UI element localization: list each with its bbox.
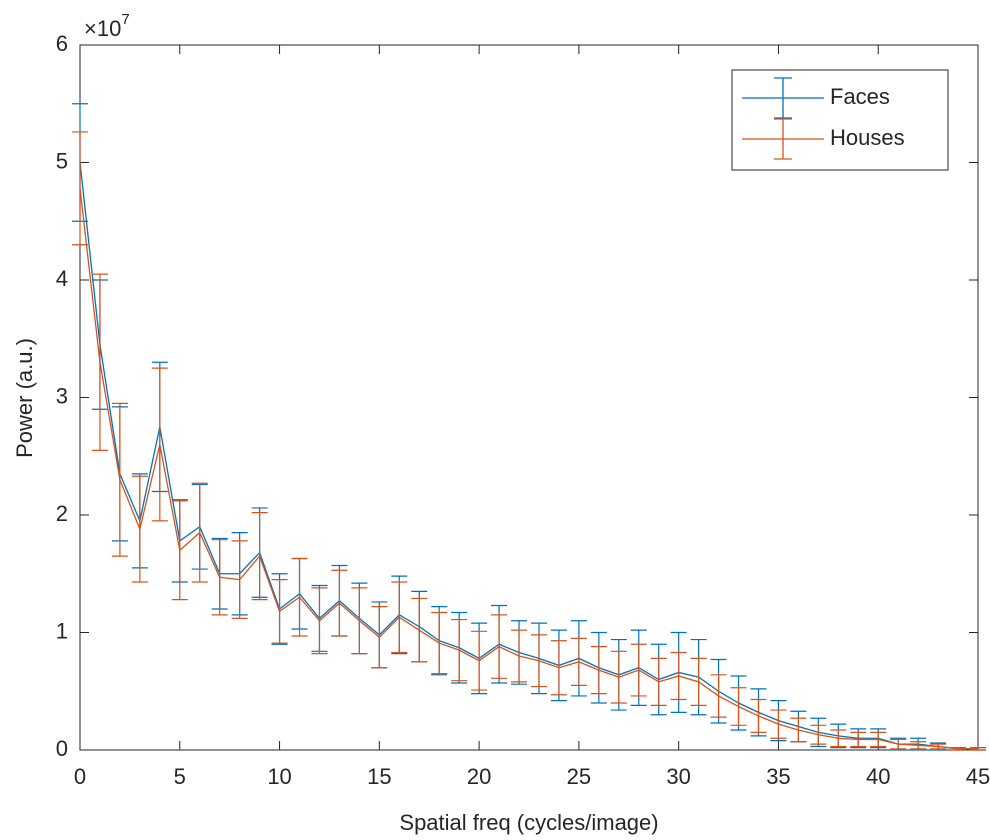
error-bar bbox=[191, 482, 208, 583]
error-bar bbox=[371, 606, 388, 669]
error-bar bbox=[231, 540, 248, 619]
y-axis-label: Power (a.u.) bbox=[12, 338, 37, 458]
y-tick-label: 5 bbox=[56, 148, 68, 173]
error-bar bbox=[930, 743, 947, 750]
error-bar bbox=[610, 650, 627, 704]
line bbox=[79, 188, 978, 750]
error-bar bbox=[451, 618, 468, 682]
y-tick-label: 4 bbox=[56, 266, 68, 291]
error-bar bbox=[750, 698, 767, 733]
x-tick-label: 45 bbox=[966, 764, 990, 789]
error-bar bbox=[670, 651, 687, 701]
error-bar bbox=[211, 539, 228, 616]
y-tick-label: 2 bbox=[56, 501, 68, 526]
error-bar bbox=[850, 731, 867, 748]
error-bar bbox=[630, 643, 647, 697]
x-tick-label: 20 bbox=[467, 764, 491, 789]
y-tick-label: 6 bbox=[56, 31, 68, 56]
error-bar bbox=[650, 657, 667, 706]
error-bar bbox=[351, 587, 368, 655]
error-bar bbox=[411, 597, 428, 663]
error-bar bbox=[311, 587, 328, 655]
error-bar bbox=[790, 717, 807, 743]
x-tick-label: 0 bbox=[74, 764, 86, 789]
error-bar bbox=[171, 500, 188, 601]
x-axis-label: Spatial freq (cycles/image) bbox=[399, 810, 658, 835]
error-bar bbox=[810, 724, 827, 745]
error-bar bbox=[870, 731, 887, 748]
error-bar bbox=[391, 581, 408, 654]
legend-box bbox=[731, 69, 949, 171]
error-bar bbox=[491, 614, 508, 679]
x-tick-label: 30 bbox=[666, 764, 690, 789]
error-bar bbox=[550, 640, 567, 696]
error-bar bbox=[590, 646, 607, 695]
y-tick-label: 0 bbox=[56, 736, 68, 761]
legend-label: Faces bbox=[830, 84, 890, 109]
error-bar bbox=[730, 687, 747, 726]
error-bar bbox=[770, 709, 787, 739]
error-bar bbox=[331, 569, 348, 637]
x-tick-label: 5 bbox=[174, 764, 186, 789]
error-bar bbox=[690, 657, 707, 706]
error-bar bbox=[970, 747, 986, 751]
y-multiplier-base: ×10 bbox=[84, 16, 121, 41]
error-bar bbox=[131, 475, 148, 583]
error-bar bbox=[890, 738, 907, 750]
error-bar bbox=[511, 629, 528, 683]
x-tick-label: 35 bbox=[766, 764, 790, 789]
error-bar bbox=[111, 402, 128, 557]
y-multiplier-exponent: 7 bbox=[121, 11, 129, 28]
error-bar bbox=[910, 741, 927, 750]
error-bar bbox=[830, 729, 847, 748]
y-multiplier: ×107 bbox=[84, 11, 130, 41]
error-bar bbox=[91, 273, 108, 451]
line bbox=[79, 162, 978, 750]
x-tick-label: 15 bbox=[367, 764, 391, 789]
legend-symbol bbox=[742, 77, 824, 119]
error-bar bbox=[530, 634, 547, 688]
legend-symbol bbox=[742, 118, 824, 160]
series bbox=[72, 131, 986, 751]
error-bar bbox=[291, 557, 308, 637]
x-tick-label: 40 bbox=[866, 764, 890, 789]
error-bar bbox=[710, 674, 727, 718]
error-bar bbox=[950, 747, 967, 751]
y-tick-label: 3 bbox=[56, 383, 68, 408]
x-tick-label: 25 bbox=[567, 764, 591, 789]
y-tick-label: 1 bbox=[56, 618, 68, 643]
error-bar bbox=[431, 611, 448, 675]
error-bar bbox=[151, 367, 168, 522]
error-bar bbox=[570, 637, 587, 686]
legend-label: Houses bbox=[830, 125, 905, 150]
x-tick-label: 10 bbox=[267, 764, 291, 789]
error-bar bbox=[72, 131, 88, 246]
error-bar bbox=[251, 512, 268, 601]
error-bar bbox=[471, 630, 488, 691]
error-bar bbox=[271, 579, 288, 644]
